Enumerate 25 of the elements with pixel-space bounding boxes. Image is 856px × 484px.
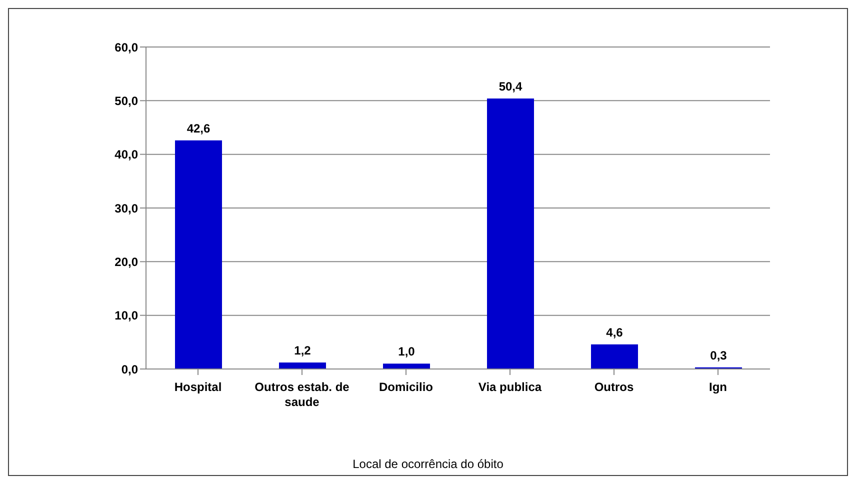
x-tick-label: Ign <box>709 380 727 394</box>
x-tick-label: Domicilio <box>378 380 434 394</box>
data-label: 4,6 <box>606 325 624 340</box>
y-tick-label: 40,0 <box>114 148 138 162</box>
bar <box>591 344 638 369</box>
bar <box>175 140 222 369</box>
y-tick-label: 30,0 <box>114 201 138 216</box>
data-label: 50,4 <box>498 80 522 94</box>
data-label: 1,0 <box>398 344 416 359</box>
bar <box>279 362 326 369</box>
y-tick-label: 10,0 <box>114 308 138 323</box>
y-tick-label: 60,0 <box>114 40 138 54</box>
y-tick-label: 20,0 <box>114 254 138 269</box>
bar <box>487 98 534 369</box>
x-tick-label: Via publica <box>478 380 542 394</box>
data-label: 1,2 <box>294 344 312 358</box>
x-tick-label: Outros <box>594 380 634 394</box>
y-tick-label: 50,0 <box>114 94 138 108</box>
y-tick-label: 0,0 <box>121 362 138 376</box>
data-label: 42,6 <box>186 121 210 136</box>
x-tick-label: Outros estab. de saude <box>254 380 350 409</box>
bar <box>383 364 430 369</box>
data-label: 0,3 <box>710 348 728 362</box>
x-axis-title: Local de ocorrência do óbito <box>352 457 504 471</box>
x-tick-label: Hospital <box>174 380 222 394</box>
